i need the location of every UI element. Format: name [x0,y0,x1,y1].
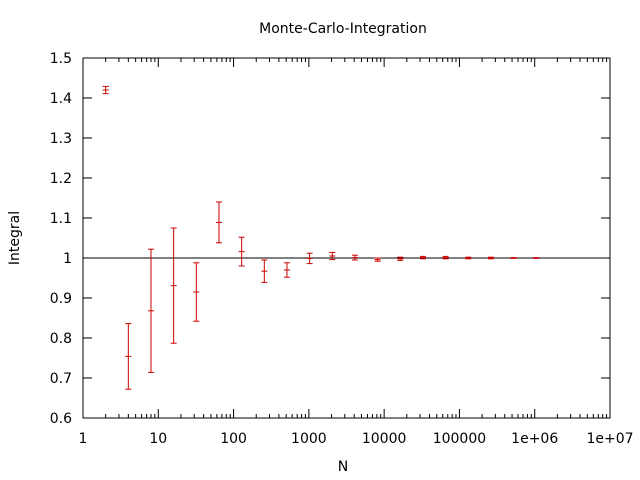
data-points [102,85,540,390]
y-tick-label: 1.1 [50,211,72,227]
error-bar-point [125,323,132,390]
plot-frame [82,57,611,419]
y-tick-label: 1.4 [50,91,72,107]
error-bar-point [170,227,177,344]
error-bar-point [306,252,313,265]
error-bar-point [261,259,268,283]
y-tick-label: 1 [63,251,72,267]
y-tick-label: 0.6 [50,411,72,427]
y-axis-ticks: 0.6 0.7 0.8 0.9 1 1.1 1.2 1.3 1.4 1.5 [50,51,610,427]
error-bar-point [397,256,404,261]
chart-title: Monte-Carlo-Integration [259,21,427,37]
x-tick-label: 10 [149,431,167,447]
error-bar-point [193,262,200,322]
error-bar-point [215,201,222,244]
x-tick-label: 1000 [291,431,327,447]
error-bar-point [102,85,109,95]
y-tick-label: 0.8 [50,331,72,347]
error-bar-point [283,262,290,278]
error-bar-point [533,257,540,259]
x-tick-label: 1e+07 [586,431,633,447]
error-bar-point [465,256,472,260]
y-tick-label: 0.9 [50,291,72,307]
x-tick-label: 1 [79,431,88,447]
error-bar-point [238,236,245,267]
x-tick-label: 10000 [362,431,407,447]
y-tick-label: 0.7 [50,371,72,387]
error-bar-point [442,255,449,260]
error-bar-point [419,255,426,260]
error-bar-point [351,254,358,261]
error-bar-point [487,256,494,260]
x-axis-ticks: 1 10 100 1000 10000 100000 1e+06 1e+07 [79,58,634,447]
error-bar-point [510,257,517,259]
x-tick-label: 100000 [433,431,486,447]
error-bar-point [147,248,154,373]
y-tick-label: 1.3 [50,131,72,147]
y-tick-label: 1.2 [50,171,72,187]
y-tick-label: 1.5 [50,51,72,67]
x-tick-label: 1e+06 [511,431,558,447]
error-bar-point [329,251,336,261]
error-bar-point [374,257,381,262]
x-tick-label: 100 [220,431,247,447]
y-axis-label: Integral [7,211,23,265]
x-axis-label: N [338,459,348,475]
